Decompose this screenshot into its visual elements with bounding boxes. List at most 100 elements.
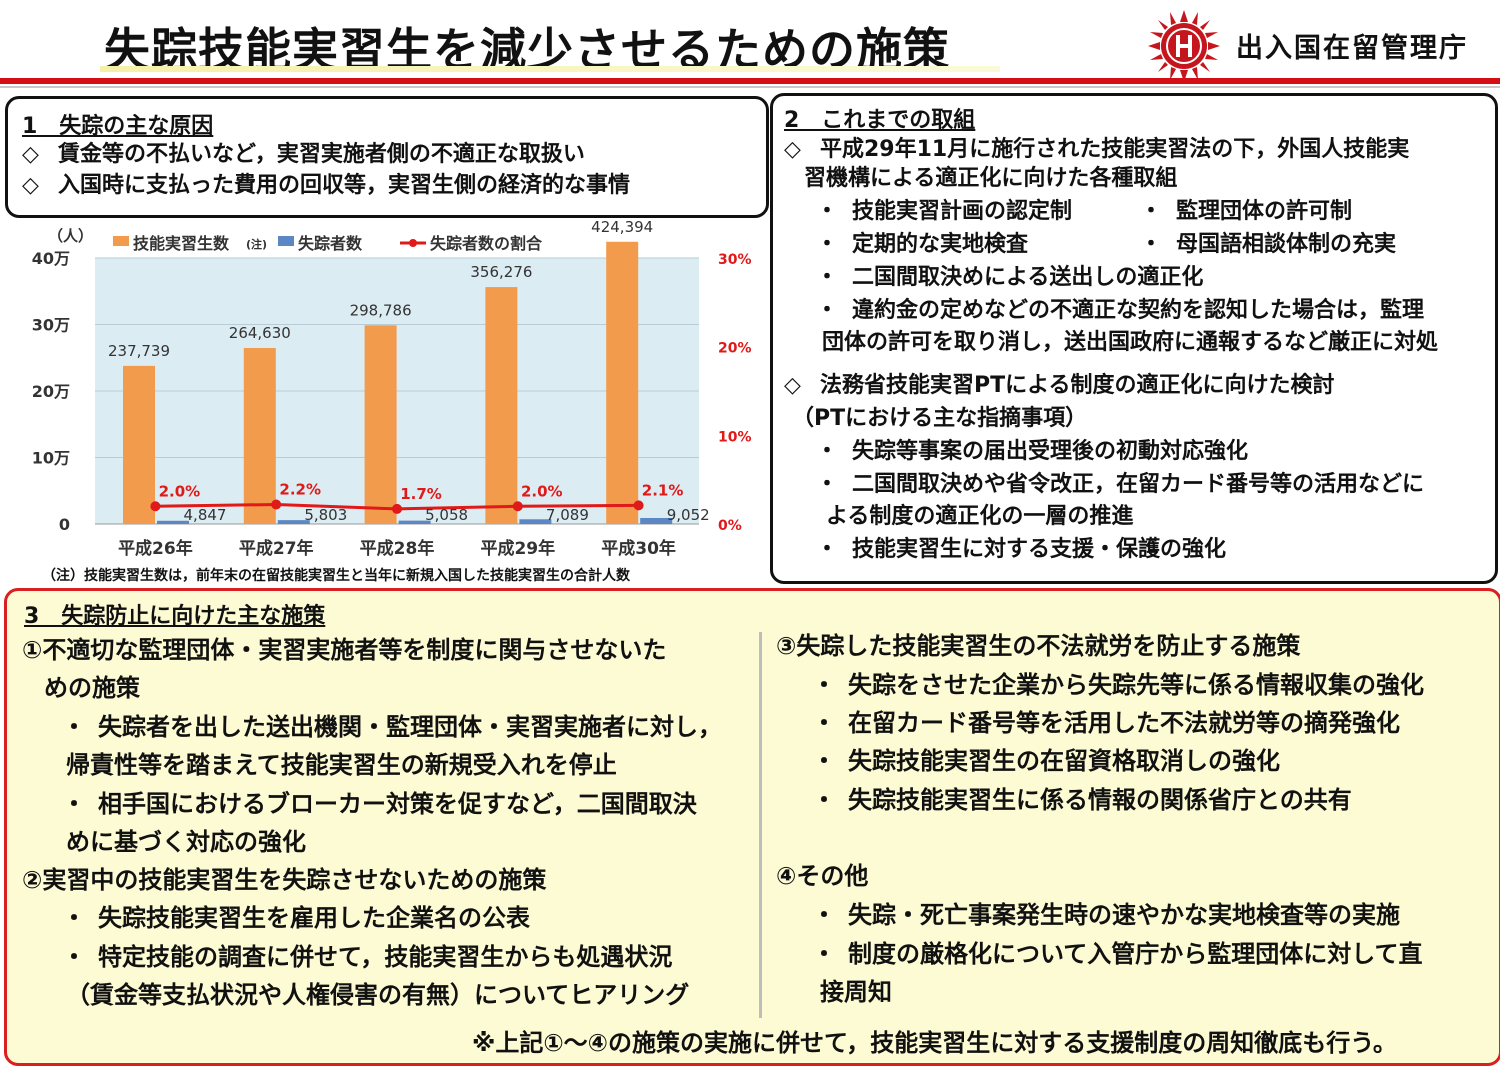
legend-note-mark: (注) bbox=[246, 237, 267, 251]
legend-label-trainees: 技能実習生数 bbox=[133, 234, 230, 253]
x-tick-label: 平成28年 bbox=[360, 538, 435, 559]
trainee-value-label: 356,276 bbox=[470, 263, 532, 281]
title-underline bbox=[100, 66, 1000, 72]
dot-bullet-icon: ・ bbox=[812, 747, 836, 775]
ratio-point bbox=[392, 503, 402, 514]
section-2-list-item-continuation: 団体の許可を取り消し，送出国政府に通報するなど厳正に対処 bbox=[822, 330, 1439, 355]
section-2-text: 平成29年11月に施行された技能実習法の下，外国人技能実 bbox=[820, 137, 1410, 162]
dot-bullet-icon: ・ bbox=[812, 671, 836, 699]
dot-bullet-icon: ・ bbox=[812, 901, 836, 929]
ratio-line bbox=[150, 499, 644, 514]
section-3-box bbox=[4, 588, 1500, 1066]
section-1-item-text: 賃金等の不払いなど，実習実施者側の不適正な取扱い bbox=[58, 142, 585, 167]
section-2-block-1-line: 習機構による適正化に向けた各種取組 bbox=[804, 166, 1178, 191]
header-red-bar bbox=[0, 78, 1500, 84]
y-tick-label: 20万 bbox=[32, 382, 70, 401]
bars bbox=[123, 241, 673, 524]
y2-tick-label: 0% bbox=[718, 518, 742, 534]
dot-bullet-icon: ・ bbox=[812, 786, 836, 814]
section-2-heading: 2 これまでの取組 bbox=[784, 108, 976, 133]
runaway-bar bbox=[398, 520, 431, 524]
runaway-value-label: 5,058 bbox=[425, 506, 468, 524]
section-3-heading: 3 失踪防止に向けた主な施策 bbox=[24, 604, 326, 629]
measure-1-title-continuation: めの施策 bbox=[44, 674, 140, 702]
measure-3-item: ・失踪技能実習生に係る情報の関係省庁との共有 bbox=[812, 785, 1352, 815]
trainee-value-label: 424,394 bbox=[591, 218, 653, 236]
diamond-bullet-icon: ◇ bbox=[22, 173, 39, 198]
measure-text: 失踪をさせた企業から失踪先等に係る情報収集の強化 bbox=[848, 671, 1424, 699]
legend-swatch-trainees bbox=[113, 236, 129, 246]
ratio-value-label: 2.2% bbox=[279, 480, 321, 498]
measure-text: 失踪技能実習生に係る情報の関係省庁との共有 bbox=[848, 786, 1352, 814]
section-2-block-1-line: ◇ 平成29年11月に施行された技能実習法の下，外国人技能実 bbox=[784, 135, 1409, 165]
trainee-bar bbox=[606, 241, 639, 524]
dot-bullet-icon: ・ bbox=[816, 472, 839, 497]
section-2-text: 技能実習生に対する支援・保護の強化 bbox=[852, 537, 1227, 562]
diamond-bullet-icon: ◇ bbox=[784, 137, 801, 162]
measure-3-item: ・失踪技能実習生の在留資格取消しの強化 bbox=[812, 746, 1280, 776]
measure-3-title: ③失踪した技能実習生の不法就労を防止する施策 bbox=[776, 632, 1301, 660]
agency-emblem-icon bbox=[1148, 10, 1220, 82]
measure-1-item-continuation: 帰責性等を踏まえて技能実習生の新規受入れを停止 bbox=[66, 751, 617, 779]
x-tick-label: 平成27年 bbox=[239, 538, 314, 559]
dot-bullet-icon: ・ bbox=[816, 199, 839, 224]
runaway-bar bbox=[277, 520, 310, 524]
x-tick-label: 平成30年 bbox=[601, 538, 676, 559]
measure-2-item: ・特定技能の調査に併せて，技能実習生からも処遇状況 bbox=[62, 942, 672, 972]
measure-1-item-continuation: めに基づく対応の強化 bbox=[66, 828, 306, 856]
ratio-point bbox=[150, 501, 161, 512]
section-1-box bbox=[5, 96, 769, 218]
x-tick-label: 平成26年 bbox=[118, 538, 193, 559]
dot-bullet-icon: ・ bbox=[816, 232, 839, 257]
gridlines bbox=[95, 257, 699, 525]
section-2-block-2-line: ◇ 法務省技能実習PTによる制度の適正化に向けた検討 bbox=[784, 371, 1334, 401]
dot-bullet-icon: ・ bbox=[816, 265, 839, 290]
measure-text: 失踪技能実習生の在留資格取消しの強化 bbox=[848, 747, 1280, 775]
legend-label-runaways: 失踪者数 bbox=[298, 234, 363, 253]
runaway-value-label: 4,847 bbox=[184, 506, 227, 524]
runaway-bar bbox=[519, 519, 552, 524]
section-2-list-item: ・母国語相談体制の充実 bbox=[1140, 230, 1396, 260]
measure-4-item-continuation: 接周知 bbox=[820, 978, 892, 1006]
section-2-block-2-line: （PTにおける主な指摘事項） bbox=[792, 406, 1088, 431]
measure-text: 失踪・死亡事案発生時の速やかな実地検査等の実施 bbox=[848, 901, 1400, 929]
dot-bullet-icon: ・ bbox=[816, 298, 839, 323]
section-2-box bbox=[770, 93, 1498, 584]
dot-bullet-icon: ・ bbox=[62, 790, 86, 818]
dot-bullet-icon: ・ bbox=[812, 709, 836, 737]
measure-text: 相手国におけるブローカー対策を促すなど，二国間取決 bbox=[98, 790, 697, 818]
dot-bullet-icon: ・ bbox=[62, 943, 86, 971]
dot-bullet-icon: ・ bbox=[62, 713, 86, 741]
diamond-bullet-icon: ◇ bbox=[22, 142, 39, 167]
measure-text: 在留カード番号等を活用した不法就労等の摘発強化 bbox=[848, 709, 1400, 737]
y-tick-label: 0 bbox=[59, 515, 70, 534]
y2-tick-label: 30% bbox=[718, 252, 752, 268]
measure-1-item: ・相手国におけるブローカー対策を促すなど，二国間取決 bbox=[62, 789, 697, 819]
header-grey-line bbox=[0, 86, 1500, 88]
measure-4-title: ④その他 bbox=[776, 862, 869, 890]
section-2-text: 技能実習計画の認定制 bbox=[852, 199, 1073, 224]
dot-bullet-icon: ・ bbox=[816, 537, 839, 562]
section-2-text: 監理団体の許可制 bbox=[1176, 199, 1353, 224]
ratio-point bbox=[271, 499, 282, 510]
trainee-value-label: 298,786 bbox=[350, 301, 412, 319]
legend-swatch-ratio-marker bbox=[409, 239, 417, 247]
y2-tick-label: 10% bbox=[718, 429, 752, 445]
x-tick-label: 平成29年 bbox=[480, 538, 555, 559]
ratio-value-label: 2.0% bbox=[159, 482, 201, 500]
legend-swatch-runaways bbox=[278, 236, 294, 246]
dot-bullet-icon: ・ bbox=[62, 904, 86, 932]
measure-4-item: ・制度の厳格化について入管庁から監理団体に対して直 bbox=[812, 939, 1423, 969]
measure-1-item: ・失踪者を出した送出機関・監理団体・実習実施者に対し， bbox=[62, 712, 722, 742]
trainee-bar bbox=[243, 348, 276, 524]
section-1-item: ◇ 賃金等の不払いなど，実習実施者側の不適正な取扱い bbox=[22, 140, 585, 170]
trainee-bar bbox=[364, 325, 397, 524]
runaway-bar bbox=[157, 520, 189, 524]
runaway-trainee-chart: 0 10万 20万 30万 40万 0% 10% 20% 30% 平成26年 237,739 4,84… bbox=[32, 218, 752, 559]
trainee-bar bbox=[485, 287, 518, 524]
measure-3-item: ・在留カード番号等を活用した不法就労等の摘発強化 bbox=[812, 708, 1400, 738]
dot-bullet-icon: ・ bbox=[1140, 199, 1163, 224]
ratio-point bbox=[512, 501, 523, 512]
diamond-bullet-icon: ◇ bbox=[784, 373, 801, 398]
section-2-list-item: ・失踪等事案の届出受理後の初動対応強化 bbox=[816, 437, 1248, 467]
